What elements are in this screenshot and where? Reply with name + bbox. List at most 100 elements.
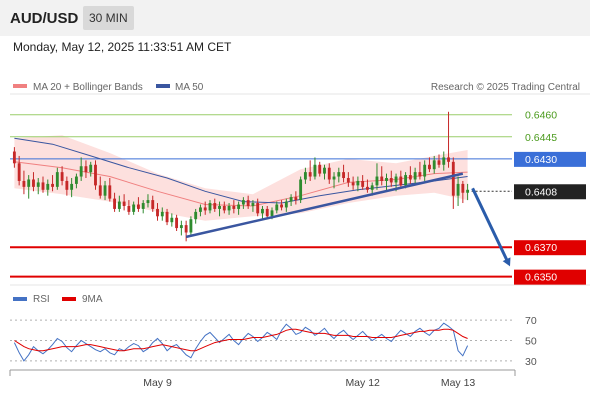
candle-body xyxy=(94,164,97,186)
candle-body xyxy=(203,207,207,211)
candle-body xyxy=(413,172,417,180)
candle-body xyxy=(289,197,293,202)
candle-body xyxy=(175,217,179,229)
header-bar: AUD/USD 30 MIN xyxy=(0,0,590,36)
candle-body xyxy=(113,198,117,209)
rsi-tick-label: 30 xyxy=(525,356,537,368)
candle-body xyxy=(132,204,136,212)
x-tick-label: May 12 xyxy=(345,377,380,389)
candle-body xyxy=(399,176,403,186)
candle-body xyxy=(199,207,202,212)
candle-body xyxy=(447,157,450,162)
ma50-legend-label: MA 50 xyxy=(175,82,204,93)
candle-body xyxy=(74,176,78,184)
candle-body xyxy=(451,161,455,196)
candle-body xyxy=(303,172,307,180)
candle-body xyxy=(51,183,54,187)
candle-body xyxy=(294,197,298,201)
candle-body xyxy=(189,219,193,233)
candle-body xyxy=(265,208,269,217)
ma50-legend-swatch xyxy=(156,84,170,88)
x-tick-label: May 13 xyxy=(441,377,476,389)
level-label: 0.6430 xyxy=(525,154,557,166)
symbol-title: AUD/USD xyxy=(10,10,79,27)
candle-body xyxy=(55,172,59,187)
level-label-bg xyxy=(514,151,586,167)
candle-body xyxy=(89,164,93,173)
candle-body xyxy=(141,203,145,209)
timestamp: Monday, May 12, 2025 11:33:51 AM CET xyxy=(13,40,232,54)
candle-body xyxy=(361,180,365,187)
candle-body xyxy=(165,211,169,223)
candle-body xyxy=(256,203,260,214)
candle-body xyxy=(380,176,384,181)
candle-body xyxy=(156,208,159,217)
candle-body xyxy=(385,178,388,181)
candle-body xyxy=(342,172,346,179)
rsi-tick-label: 70 xyxy=(525,315,537,327)
ma20-legend-swatch xyxy=(13,84,27,88)
candle-body xyxy=(117,201,121,209)
candle-body xyxy=(170,217,174,223)
candle-body xyxy=(327,167,331,180)
rsi-ma-line xyxy=(14,328,468,352)
rsi-line xyxy=(13,322,469,362)
candle-body xyxy=(237,204,241,209)
candle-body xyxy=(466,189,470,193)
rsi-legend-swatch xyxy=(13,297,27,301)
candle-body xyxy=(108,185,112,199)
candle-body xyxy=(332,176,336,180)
x-tick-label: May 9 xyxy=(143,377,172,389)
rsi-tick-label: 50 xyxy=(525,336,537,348)
level-label-bg xyxy=(514,269,586,285)
level-label: 0.6370 xyxy=(525,242,557,254)
candle-body xyxy=(323,167,326,174)
candle-body xyxy=(261,208,264,214)
candle-body xyxy=(32,179,35,187)
candle-body xyxy=(370,185,374,190)
candle-body xyxy=(17,163,21,181)
candle-body xyxy=(36,182,40,187)
forecast-arrow-shaft xyxy=(471,187,509,261)
candle-body xyxy=(218,205,221,209)
candle-body xyxy=(151,200,155,209)
candle-body xyxy=(318,164,322,174)
candle-body xyxy=(442,157,446,165)
candle-body xyxy=(98,185,102,196)
level-label: 0.6460 xyxy=(525,110,557,122)
candle-body xyxy=(337,172,341,177)
candle-body xyxy=(251,203,255,206)
candle-body xyxy=(84,166,88,173)
candle-body xyxy=(136,204,140,209)
candle-body xyxy=(79,166,83,177)
ma20-legend-label: MA 20 + Bollinger Bands xyxy=(33,82,143,93)
trendline xyxy=(185,172,464,239)
candle-body xyxy=(60,172,64,181)
rsi-plot: 70 50 30 xyxy=(10,315,537,368)
candle-body xyxy=(222,205,226,211)
rsi-legend-label: RSI xyxy=(33,294,50,305)
candle-body xyxy=(160,211,164,217)
interval-button[interactable]: 30 MIN xyxy=(83,6,134,30)
credit-text: Research © 2025 Trading Central xyxy=(431,82,580,93)
candle-body xyxy=(270,210,274,217)
candle-body xyxy=(22,180,26,187)
candle-body xyxy=(122,201,126,206)
candle-body xyxy=(184,225,188,233)
candle-body xyxy=(375,176,379,186)
candle-body xyxy=(284,201,288,208)
candle-body xyxy=(227,205,231,211)
candle-body xyxy=(313,164,317,177)
candle-body xyxy=(432,160,436,170)
price-plot: 0.6460 0.6445 0.6430 0.6408 0.6370 0.6350 xyxy=(10,93,590,286)
candle-body xyxy=(213,203,217,209)
rsi-ma-legend-swatch xyxy=(62,297,76,301)
candle-body xyxy=(103,185,107,196)
candle-body xyxy=(394,176,398,183)
level-label-bg xyxy=(514,184,586,200)
candle-body xyxy=(461,183,465,193)
candle-body xyxy=(241,200,245,205)
candle-body xyxy=(408,175,412,180)
candle-body xyxy=(280,204,283,208)
